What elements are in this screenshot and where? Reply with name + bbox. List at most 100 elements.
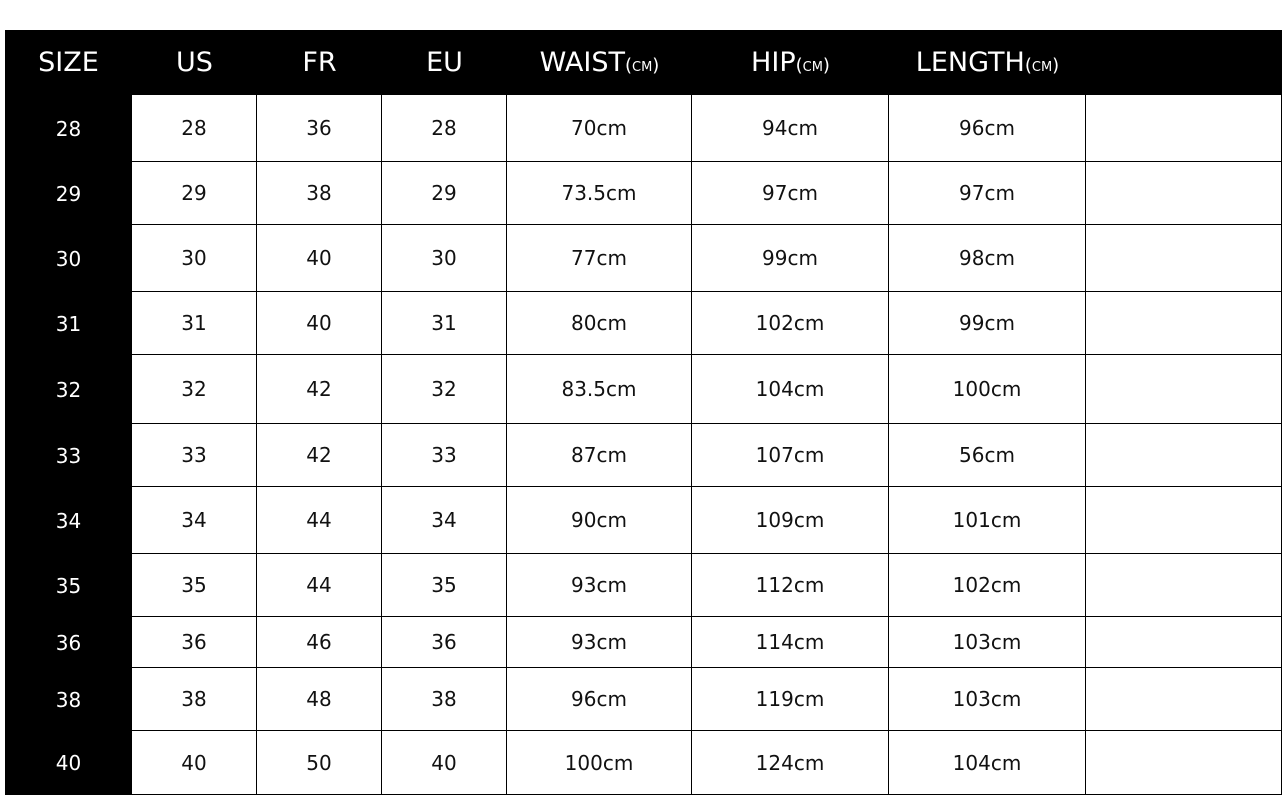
empty-cell [1086,487,1282,554]
size-cell: 38 [5,668,132,731]
empty-cell [1086,162,1282,225]
cell-text: 109cm [755,508,825,532]
data-cell: 100cm [889,355,1086,424]
cell-text: 34 [431,508,457,532]
cell-text: 35 [55,573,82,598]
data-cell: 96cm [889,95,1086,162]
data-cell: 97cm [692,162,889,225]
data-cell: 103cm [889,617,1086,668]
data-cell: 104cm [692,355,889,424]
size-cell: 33 [5,424,132,487]
size-cell: 36 [5,617,132,668]
data-cell: 70cm [507,95,692,162]
cell-text: 104cm [755,377,825,401]
cell-text: 31 [431,311,457,335]
header-unit: (CM) [624,55,660,76]
data-cell: 31 [132,292,257,355]
cell-text: 33 [55,443,82,468]
cell-text: 40 [181,750,207,775]
data-cell: 80cm [507,292,692,355]
data-cell: 28 [382,95,507,162]
data-cell: 29 [382,162,507,225]
empty-cell [1086,617,1282,668]
cell-text: 40 [55,751,82,775]
data-cell: 112cm [692,554,889,617]
header-cell: FR [257,30,382,95]
header-label: LENGTH [915,47,1025,78]
data-cell: 101cm [889,487,1086,554]
header-label: EU [426,47,463,78]
cell-text: 36 [181,630,207,654]
size-cell: 32 [5,355,132,424]
empty-cell [1086,424,1282,487]
cell-text: 46 [306,630,332,654]
data-cell: 50 [257,731,382,795]
data-cell: 99cm [889,292,1086,355]
data-cell: 48 [257,668,382,731]
data-cell: 32 [132,355,257,424]
cell-text: 31 [55,311,82,336]
cell-text: 29 [431,181,457,205]
data-cell: 28 [132,95,257,162]
cell-text: 98cm [959,246,1015,270]
cell-text: 38 [431,687,457,711]
cell-text: 34 [181,508,207,532]
cell-text: 28 [55,116,82,141]
cell-text: 99cm [762,246,818,270]
header-cell: SIZE [5,30,132,95]
cell-text: 38 [55,687,82,712]
data-cell: 30 [132,225,257,292]
cell-text: 40 [431,750,457,775]
cell-text: 93cm [571,630,627,654]
cell-text: 96cm [959,116,1015,140]
header-cell: US [132,30,257,95]
size-cell: 30 [5,225,132,292]
header-unit: (CM) [1024,55,1060,76]
cell-text: 99cm [959,311,1015,335]
data-cell: 90cm [507,487,692,554]
empty-cell [1086,355,1282,424]
data-cell: 33 [382,424,507,487]
cell-text: 103cm [952,630,1022,654]
cell-text: 87cm [571,443,627,467]
empty-cell [1086,731,1282,795]
cell-text: 94cm [762,116,818,140]
data-cell: 94cm [692,95,889,162]
header-label: US [176,47,213,78]
size-cell: 29 [5,162,132,225]
cell-text: 77cm [571,246,627,270]
data-cell: 31 [382,292,507,355]
cell-text: 36 [306,116,332,140]
data-cell: 99cm [692,225,889,292]
data-cell: 100cm [507,731,692,795]
empty-cell [1086,668,1282,731]
cell-text: 28 [181,116,207,140]
cell-text: 38 [181,687,207,711]
header-unit: (CM) [795,55,830,76]
data-cell: 38 [257,162,382,225]
data-cell: 109cm [692,487,889,554]
data-cell: 38 [382,668,507,731]
data-cell: 33 [132,424,257,487]
cell-text: 40 [306,246,332,270]
size-cell: 31 [5,292,132,355]
cell-text: 38 [306,181,332,205]
data-cell: 56cm [889,424,1086,487]
cell-text: 34 [55,508,82,533]
cell-text: 56cm [959,443,1015,467]
cell-text: 102cm [755,311,825,335]
data-cell: 107cm [692,424,889,487]
cell-text: 124cm [755,750,825,775]
data-cell: 35 [382,554,507,617]
cell-text: 104cm [952,750,1022,775]
data-cell: 34 [382,487,507,554]
cell-text: 28 [431,116,457,140]
data-cell: 30 [382,225,507,292]
cell-text: 50 [306,750,332,775]
size-table: SIZE US FR EU WAIST (CM) HIP (CM) LENGTH (CM) 28 28… [5,30,1282,795]
cell-text: 29 [181,181,207,205]
empty-cell [1086,95,1282,162]
data-cell: 73.5cm [507,162,692,225]
data-cell: 102cm [692,292,889,355]
